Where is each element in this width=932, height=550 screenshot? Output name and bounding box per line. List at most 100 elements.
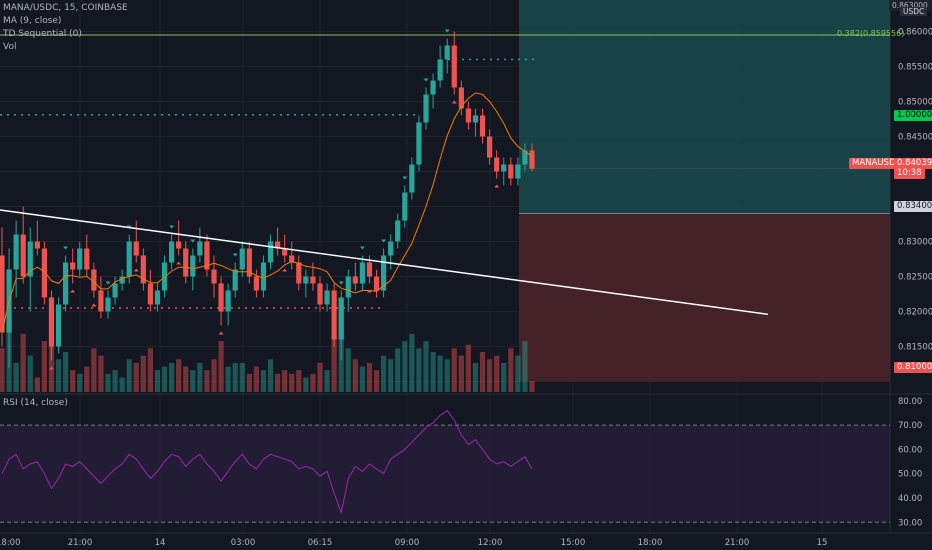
volume-bar bbox=[140, 355, 146, 392]
volume-bar bbox=[282, 370, 288, 392]
volume-bar bbox=[147, 348, 153, 392]
rsi-axis-label: 50.00 bbox=[898, 470, 922, 480]
volume-bar bbox=[381, 355, 387, 392]
candle-body bbox=[430, 80, 436, 95]
candle-body bbox=[529, 150, 535, 169]
candle-body bbox=[0, 255, 5, 333]
candle-body bbox=[98, 290, 104, 312]
volume-bar bbox=[515, 355, 521, 392]
volume-bar bbox=[345, 348, 351, 392]
candle-body bbox=[479, 115, 486, 137]
rsi-axis[interactable]: 80.00 70.00 60.00 50.00 40.00 30.00 bbox=[898, 397, 922, 528]
volume-bar bbox=[472, 362, 479, 392]
triangle-up-icon bbox=[494, 184, 500, 188]
rsi-pane bbox=[0, 409, 890, 523]
volume-bar bbox=[451, 348, 457, 392]
top-price-tag: 0.863000 bbox=[889, 0, 931, 11]
rsi-legend[interactable]: RSI (14, close) bbox=[3, 398, 68, 408]
triangle-up-icon bbox=[218, 331, 224, 335]
volume-bar bbox=[246, 373, 252, 392]
candle-body bbox=[338, 297, 344, 340]
time-axis-label: 03:00 bbox=[231, 538, 256, 548]
candle-body bbox=[267, 241, 274, 263]
ma-legend[interactable]: MA (9, close) bbox=[3, 16, 62, 26]
volume-bar bbox=[508, 348, 514, 392]
candle-body bbox=[260, 262, 267, 291]
candle-body bbox=[437, 59, 443, 81]
triangle-up-icon bbox=[366, 289, 372, 293]
candle-body bbox=[444, 45, 450, 60]
candle-body bbox=[381, 255, 387, 291]
time-axis-label: 14 bbox=[155, 538, 166, 548]
volume-bar bbox=[388, 359, 394, 392]
volume-bar bbox=[373, 370, 380, 392]
time-axis-label: 21:00 bbox=[725, 538, 750, 548]
volume-bar bbox=[296, 370, 302, 392]
candle-body bbox=[487, 136, 493, 158]
ma-line bbox=[1, 92, 533, 333]
volume-bar bbox=[430, 352, 436, 392]
fib-level-label: 0.382(0.859556) bbox=[837, 29, 905, 38]
volume-bar bbox=[267, 359, 274, 392]
candle-body bbox=[13, 234, 19, 270]
candle-body bbox=[275, 241, 281, 249]
candle-body bbox=[169, 241, 175, 263]
trendline[interactable] bbox=[0, 209, 769, 315]
volume-bar bbox=[359, 366, 365, 392]
volume-bar bbox=[190, 370, 196, 392]
triangle-down-icon bbox=[423, 78, 429, 82]
volume-bar bbox=[494, 355, 500, 392]
triangle-up-icon bbox=[70, 289, 76, 293]
volume-bar bbox=[161, 366, 168, 392]
volume-bar bbox=[366, 362, 373, 392]
volume-bar bbox=[310, 373, 316, 392]
volume-bar bbox=[402, 341, 408, 392]
candle-body bbox=[133, 241, 139, 256]
volume-bar bbox=[423, 341, 429, 392]
td-markers bbox=[48, 29, 500, 370]
time-axis-label: 09:00 bbox=[395, 538, 420, 548]
volume-bar bbox=[126, 359, 132, 392]
price-axis[interactable]: 0.8600000.8550000.8500000.8450000.835000… bbox=[898, 28, 932, 353]
time-axis[interactable]: 18:00 21:00 14 03:00 06:15 09:00 12:00 15:00 18:… bbox=[0, 538, 827, 548]
candle-body bbox=[282, 248, 288, 256]
candle-body bbox=[147, 283, 153, 305]
candle-body bbox=[41, 248, 47, 298]
stop-price-tag: 0.810000 bbox=[894, 362, 932, 373]
candle-body bbox=[183, 248, 189, 277]
td-legend[interactable]: TD Sequential (0) bbox=[3, 29, 82, 39]
volume-bar bbox=[416, 348, 422, 392]
volume-bar bbox=[317, 362, 323, 392]
candle-body bbox=[239, 248, 245, 270]
triangle-down-icon bbox=[402, 176, 408, 180]
volume-bar bbox=[98, 355, 104, 392]
candle-body bbox=[515, 164, 521, 179]
triangle-up-icon bbox=[48, 366, 54, 370]
symbol-legend[interactable]: MANA/USDC, 15, COINBASE bbox=[3, 3, 128, 13]
candle-body bbox=[218, 283, 224, 312]
candle-body bbox=[232, 269, 238, 291]
triangle-down-icon bbox=[444, 29, 450, 33]
triangle-down-icon bbox=[381, 239, 387, 243]
volume-bar bbox=[63, 352, 69, 392]
volume-bar bbox=[77, 373, 83, 392]
candle-body bbox=[154, 290, 161, 305]
candle-body bbox=[225, 290, 231, 312]
volume-bar bbox=[105, 373, 111, 392]
candle-body bbox=[211, 269, 217, 284]
candle-body bbox=[317, 283, 323, 305]
vol-legend[interactable]: Vol bbox=[3, 42, 17, 52]
volume-bar bbox=[55, 359, 62, 392]
candle-body bbox=[48, 297, 55, 347]
volume-bar bbox=[197, 362, 203, 392]
volume-bar bbox=[529, 381, 535, 392]
candle-body bbox=[112, 283, 118, 298]
volume-bar bbox=[501, 362, 507, 392]
candle-body bbox=[77, 248, 83, 270]
volume-bar bbox=[176, 359, 182, 392]
volume-bar bbox=[260, 370, 267, 392]
currency-badge[interactable]: USDC bbox=[900, 7, 928, 16]
